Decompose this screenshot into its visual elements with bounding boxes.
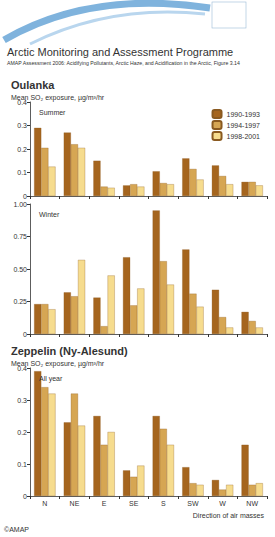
svg-text:0.2: 0.2	[17, 429, 27, 436]
svg-text:0.2: 0.2	[17, 146, 27, 153]
svg-text:SW: SW	[187, 500, 199, 507]
svg-text:0: 0	[23, 331, 27, 338]
svg-text:W: W	[219, 500, 226, 507]
svg-text:1990-1993: 1990-1993	[227, 111, 261, 118]
svg-text:0.4: 0.4	[17, 364, 27, 372]
svg-text:S: S	[161, 500, 166, 507]
svg-text:0.1: 0.1	[17, 169, 27, 176]
svg-text:Zeppelin (Ny-Alesund): Zeppelin (Ny-Alesund)	[11, 345, 128, 357]
svg-text:0.3: 0.3	[17, 122, 27, 129]
svg-text:1.00: 1.00	[13, 201, 27, 208]
svg-text:Mean SO₂ exposure, µg/m³/hr: Mean SO₂ exposure, µg/m³/hr	[11, 360, 105, 368]
html-text:©AMAP: ©AMAP	[4, 526, 29, 533]
svg-text:0: 0	[23, 193, 27, 200]
svg-text:SE: SE	[129, 500, 139, 507]
svg-text:NW: NW	[246, 500, 258, 507]
svg-text:All year: All year	[39, 375, 63, 383]
svg-text:Summer: Summer	[39, 109, 66, 116]
svg-text:0.1: 0.1	[17, 461, 27, 468]
svg-text:Direction of air masses: Direction of air masses	[193, 512, 265, 519]
svg-text:Mean SO₂ exposure, µg/m³/hr: Mean SO₂ exposure, µg/m³/hr	[11, 94, 105, 102]
svg-text:1994-1997: 1994-1997	[227, 122, 261, 129]
svg-text:0: 0	[23, 493, 27, 500]
svg-text:N: N	[42, 500, 47, 507]
svg-text:0.3: 0.3	[17, 397, 27, 404]
svg-text:E: E	[102, 500, 107, 507]
html-text:AMAP Assessment 2006: Acidifyi: AMAP Assessment 2006: Acidifying Polluta…	[7, 60, 240, 66]
html-text:Arctic Monitoring and Assessme: Arctic Monitoring and Assessment Program…	[7, 46, 234, 58]
svg-text:Oulanka: Oulanka	[11, 79, 55, 91]
svg-text:0.4: 0.4	[17, 98, 27, 106]
svg-text:1998-2001: 1998-2001	[227, 133, 261, 140]
svg-text:0.75: 0.75	[13, 233, 27, 240]
svg-text:Winter: Winter	[39, 211, 60, 218]
svg-text:NE: NE	[70, 500, 80, 507]
svg-text:0.25: 0.25	[13, 298, 27, 305]
svg-text:0.50: 0.50	[13, 266, 27, 273]
